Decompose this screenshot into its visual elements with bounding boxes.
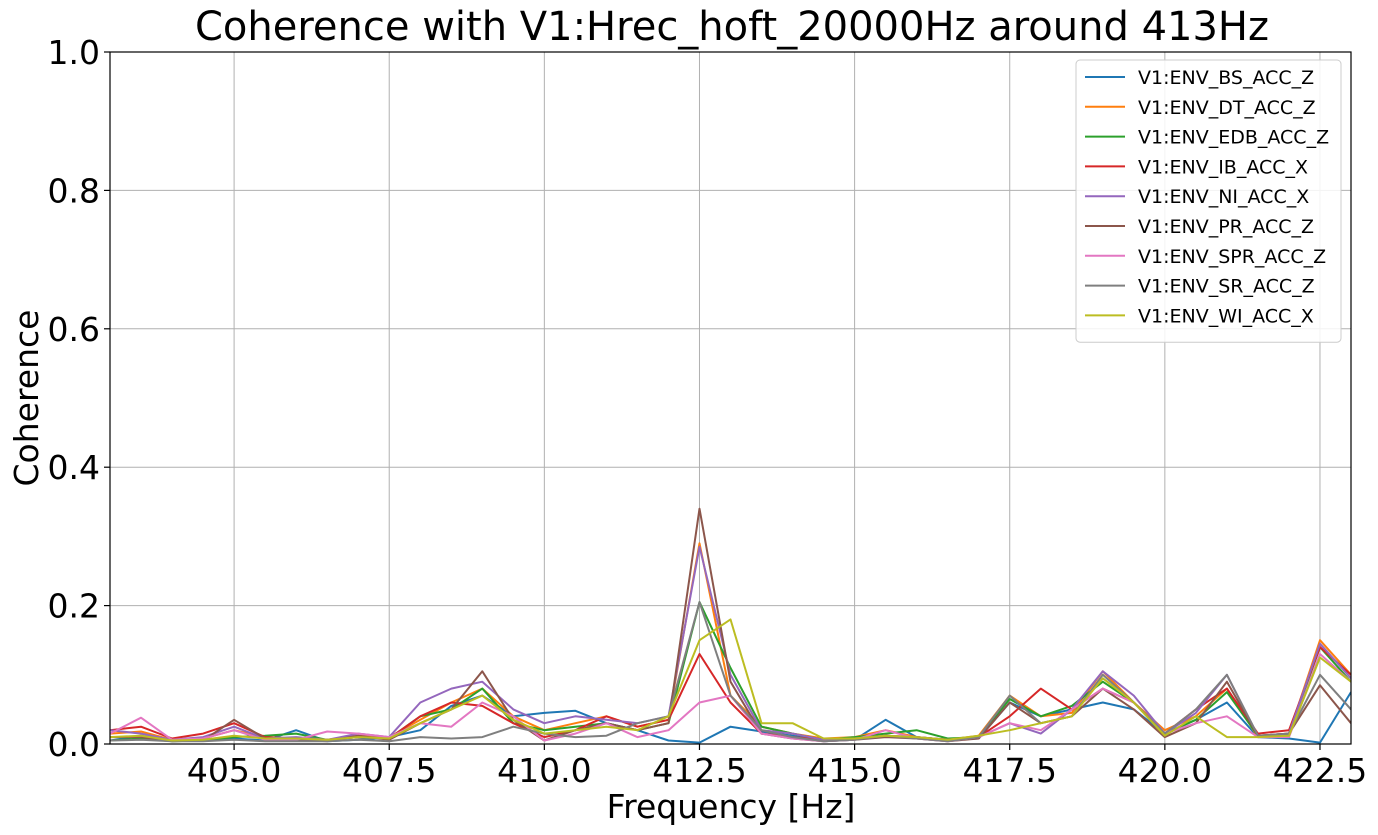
y-tick-label: 0.0 — [48, 725, 100, 764]
y-tick-label: 1.0 — [48, 33, 100, 72]
legend-label: V1:ENV_IB_ACC_X — [1138, 156, 1308, 178]
y-tick-label: 0.8 — [48, 171, 100, 210]
y-tick-label: 0.6 — [48, 310, 100, 349]
x-tick-label: 407.5 — [342, 751, 436, 790]
y-tick-label: 0.2 — [48, 587, 100, 626]
x-axis-label: Frequency [Hz] — [607, 787, 856, 826]
ticks: 405.0 407.5 410.0 412.5 415.0 417.5 420.0 422.5… — [48, 33, 1368, 790]
x-tick-label: 412.5 — [652, 751, 746, 790]
x-tick-label: 422.5 — [1273, 751, 1367, 790]
legend-label: V1:ENV_NI_ACC_X — [1138, 186, 1309, 208]
x-tick-label: 415.0 — [807, 751, 901, 790]
legend-label: V1:ENV_BS_ACC_Z — [1138, 67, 1314, 89]
legend-box — [1075, 59, 1342, 343]
legend-label: V1:ENV_EDB_ACC_Z — [1138, 127, 1329, 149]
legend-label: V1:ENV_WI_ACC_X — [1138, 305, 1314, 327]
plot-area — [110, 507, 1351, 744]
legend-label: V1:ENV_SPR_ACC_Z — [1138, 246, 1326, 268]
legend-label: V1:ENV_DT_ACC_Z — [1138, 97, 1316, 119]
legend-label: V1:ENV_SR_ACC_Z — [1138, 276, 1315, 298]
y-tick-label: 0.4 — [48, 448, 100, 487]
x-tick-label: 405.0 — [187, 751, 281, 790]
axes-frame — [109, 51, 1352, 745]
chart-title: Coherence with V1:Hrec_hoft_20000Hz arou… — [195, 4, 1269, 50]
x-tick-label: 417.5 — [962, 751, 1056, 790]
legend-label: V1:ENV_PR_ACC_Z — [1138, 216, 1314, 238]
x-tick-label: 420.0 — [1118, 751, 1212, 790]
y-axis-label: Coherence — [7, 310, 46, 487]
x-tick-label: 410.0 — [497, 751, 591, 790]
series-line-v1-env-wi-acc-x — [110, 618, 1351, 742]
legend: V1:ENV_BS_ACC_Z V1:ENV_DT_ACC_Z V1:ENV_EDB… — [1075, 59, 1342, 343]
